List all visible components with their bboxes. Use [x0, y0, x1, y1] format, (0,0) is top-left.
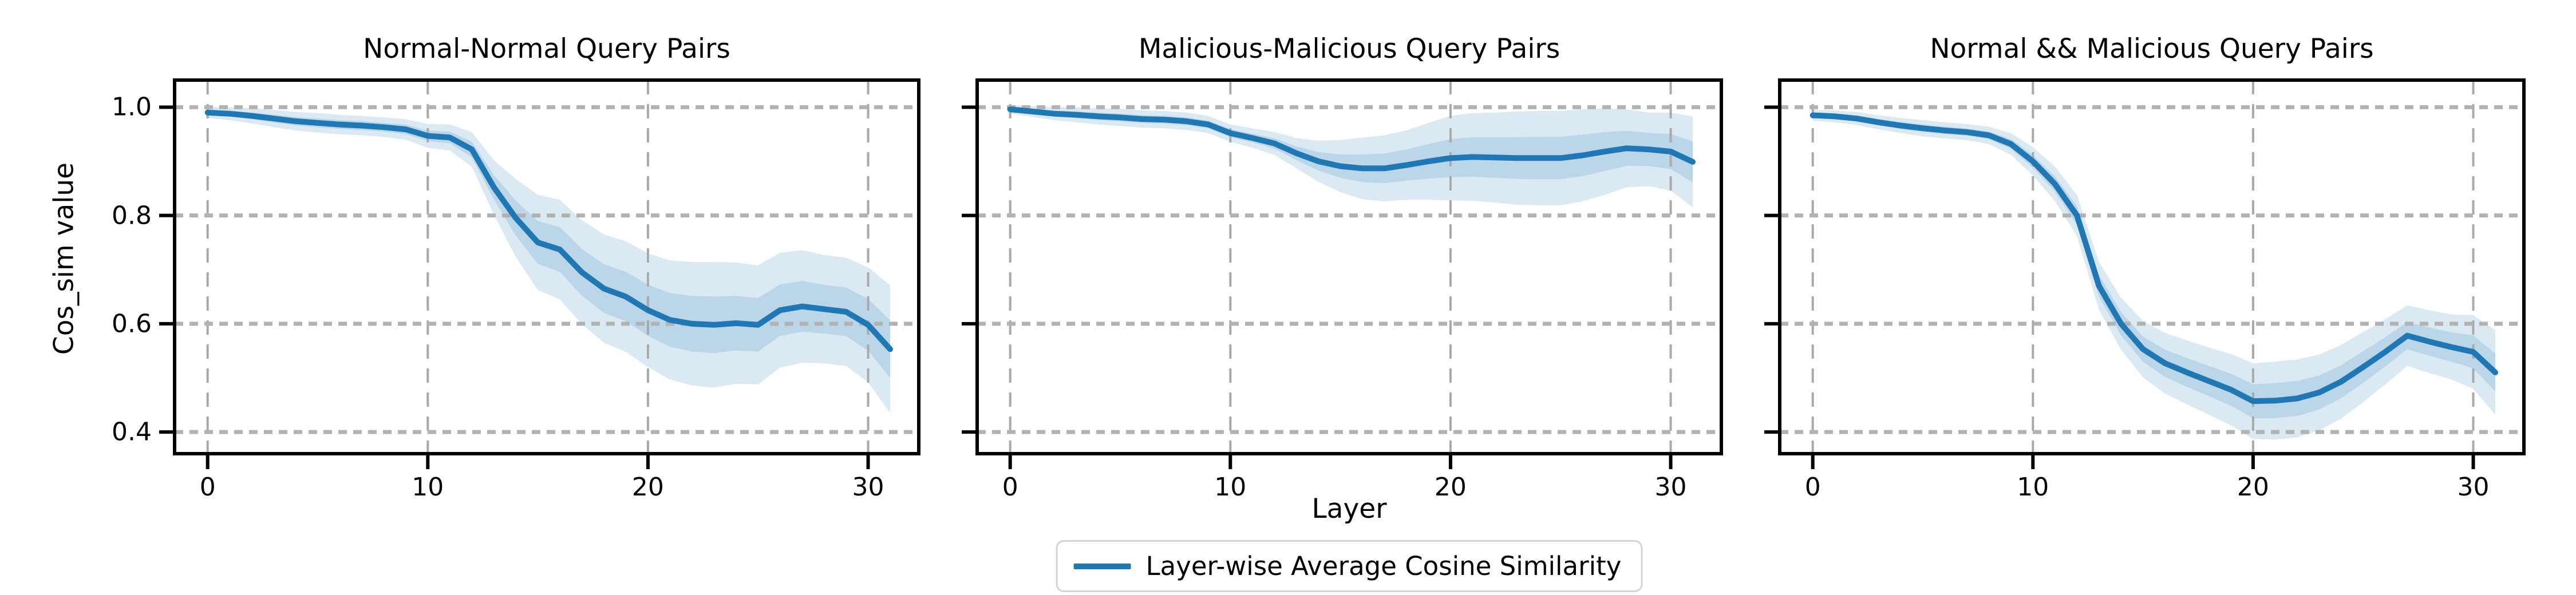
subplot-2-title: Malicious-Malicious Query Pairs — [1138, 33, 1560, 65]
subplot-1 — [159, 78, 920, 469]
std-band-outer — [207, 107, 891, 414]
subplot-3-title: Normal && Malicious Query Pairs — [1930, 33, 2374, 65]
ytick-label-1.0: 1.0 — [112, 92, 152, 122]
xtick-label: 20 — [2237, 473, 2269, 502]
xtick-label: 10 — [2017, 473, 2049, 502]
xtick-label: 10 — [1214, 473, 1247, 502]
ytick-label-0.4: 0.4 — [112, 417, 152, 447]
subplot-2 — [962, 78, 1723, 469]
xtick-label: 0 — [1002, 473, 1018, 502]
ytick-label-0.6: 0.6 — [112, 309, 152, 339]
xtick-label: 20 — [1434, 473, 1467, 502]
std-band-inner — [1010, 107, 1693, 184]
ytick-label-0.8: 0.8 — [112, 201, 152, 231]
xtick-label: 30 — [1654, 473, 1687, 502]
xtick-label: 0 — [199, 473, 216, 502]
subplot-1-title: Normal-Normal Query Pairs — [363, 33, 730, 65]
y-axis-label: Cos_sim value — [48, 162, 80, 355]
xtick-label: 0 — [1804, 473, 1821, 502]
xtick-label: 10 — [412, 473, 444, 502]
xtick-label: 30 — [2457, 473, 2490, 502]
legend-label: Layer-wise Average Cosine Similarity — [1145, 551, 1622, 581]
xtick-label: 20 — [631, 473, 664, 502]
legend-line-sample — [1073, 563, 1131, 569]
mean-line — [204, 109, 893, 352]
axes-spines — [975, 78, 1723, 455]
std-band-outer — [1812, 110, 2495, 440]
legend: Layer-wise Average Cosine Similarity — [1056, 540, 1643, 592]
mean-line — [1809, 112, 2498, 404]
xtick-label: 30 — [852, 473, 884, 502]
axes-spines — [173, 78, 920, 455]
subplot-3 — [1764, 78, 2526, 469]
mean-line — [1007, 106, 1696, 172]
x-axis-label: Layer — [1311, 493, 1387, 525]
axes-spines — [1778, 78, 2526, 455]
std-band-outer — [1010, 105, 1693, 208]
